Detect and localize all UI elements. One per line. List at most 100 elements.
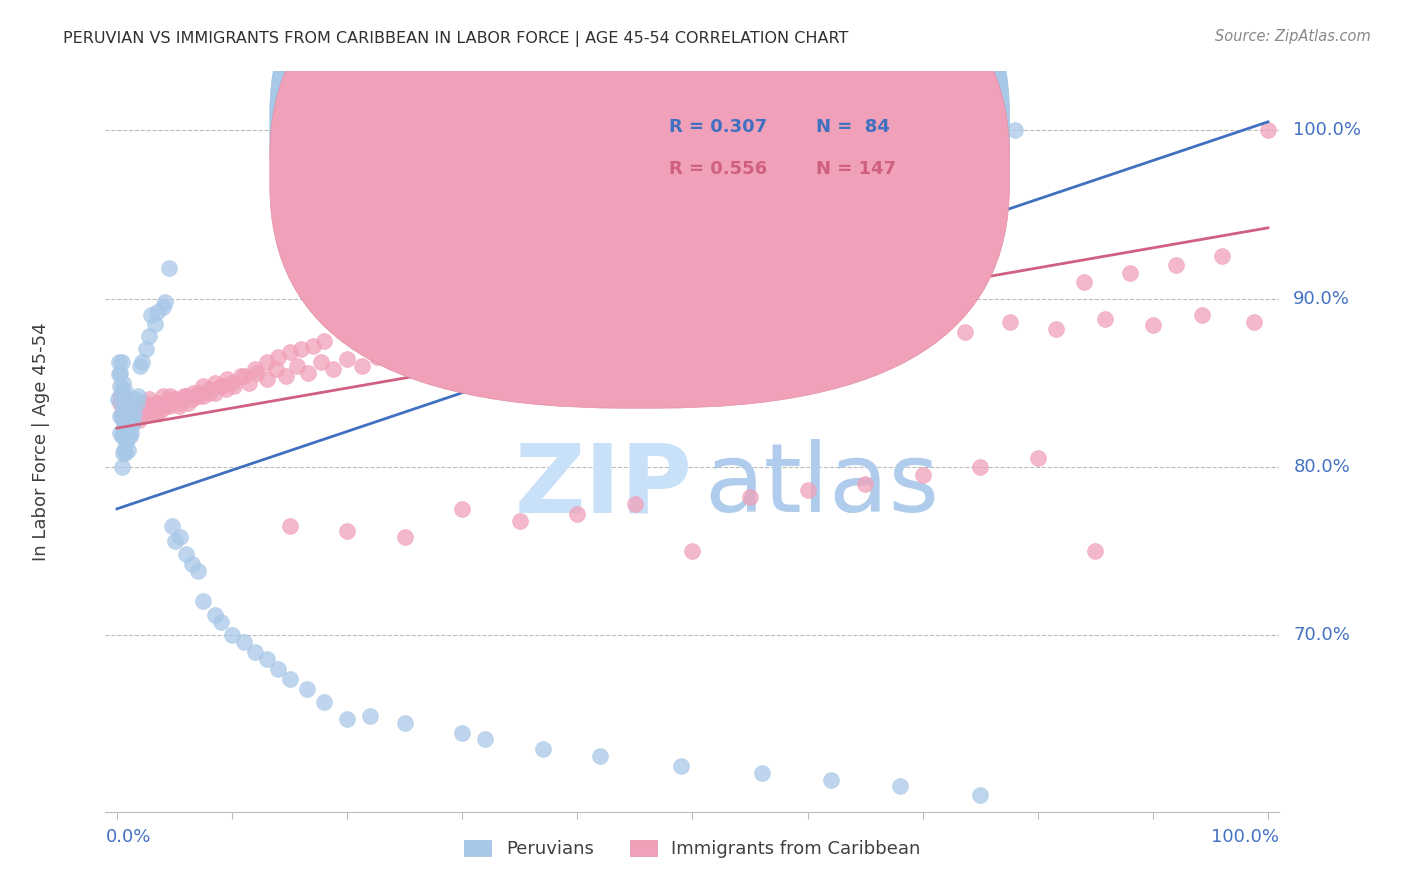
Point: [114, 429, 136, 443]
Point: [1164, 258, 1187, 272]
Point: [853, 476, 876, 491]
Point: [451, 501, 474, 516]
Point: [574, 337, 596, 351]
Text: N =  84: N = 84: [815, 118, 890, 136]
Point: [167, 399, 190, 413]
Point: [456, 351, 478, 365]
Point: [138, 328, 160, 343]
Point: [121, 399, 143, 413]
Point: [548, 345, 571, 359]
Point: [163, 392, 186, 407]
Point: [186, 389, 208, 403]
Point: [198, 383, 221, 397]
Point: [112, 406, 135, 420]
Point: [131, 355, 153, 369]
Point: [125, 396, 148, 410]
Point: [232, 368, 254, 383]
Point: [336, 524, 359, 538]
Point: [969, 788, 991, 802]
Point: [264, 362, 287, 376]
Point: [117, 409, 139, 424]
Point: [125, 399, 148, 413]
Point: [1004, 123, 1026, 137]
Point: [969, 459, 991, 474]
Point: [108, 368, 131, 382]
Point: [246, 366, 269, 380]
Text: N = 147: N = 147: [815, 160, 896, 178]
Text: 80.0%: 80.0%: [1294, 458, 1350, 475]
Point: [107, 392, 129, 407]
Point: [193, 594, 215, 608]
Point: [114, 412, 136, 426]
Point: [120, 399, 142, 413]
Point: [146, 406, 169, 420]
FancyBboxPatch shape: [600, 92, 959, 211]
Text: In Labor Force | Age 45-54: In Labor Force | Age 45-54: [32, 322, 49, 561]
Point: [112, 399, 135, 413]
Text: 90.0%: 90.0%: [1294, 290, 1350, 308]
Point: [181, 385, 204, 400]
Point: [382, 355, 405, 369]
Point: [112, 442, 135, 457]
Point: [1119, 266, 1142, 280]
Text: 70.0%: 70.0%: [1294, 626, 1350, 644]
Point: [600, 342, 623, 356]
Point: [110, 406, 132, 420]
Point: [122, 412, 145, 426]
Point: [111, 401, 134, 415]
Text: R = 0.556: R = 0.556: [669, 160, 768, 178]
Point: [111, 412, 134, 426]
Point: [110, 389, 132, 403]
Point: [232, 634, 254, 648]
Point: [129, 401, 152, 415]
Point: [276, 368, 298, 383]
Point: [309, 355, 332, 369]
Point: [209, 379, 232, 393]
Point: [669, 759, 692, 773]
Point: [110, 355, 132, 369]
Point: [141, 399, 163, 413]
Point: [141, 309, 163, 323]
Point: [1094, 311, 1116, 326]
Point: [111, 429, 134, 443]
Point: [738, 490, 761, 504]
Point: [117, 396, 139, 410]
Point: [215, 383, 238, 397]
Point: [682, 544, 704, 558]
Point: [751, 766, 773, 780]
Point: [157, 261, 180, 276]
Point: [110, 459, 132, 474]
Point: [129, 396, 152, 410]
Point: [796, 483, 818, 498]
Point: [124, 392, 146, 407]
Point: [159, 389, 181, 403]
Point: [155, 399, 177, 413]
Point: [567, 507, 589, 521]
Point: [911, 318, 934, 333]
Point: [111, 376, 134, 390]
Point: [474, 732, 496, 747]
Point: [173, 389, 195, 403]
Point: [314, 334, 336, 348]
Point: [352, 359, 374, 373]
Point: [198, 385, 221, 400]
Point: [127, 389, 149, 403]
Point: [221, 628, 243, 642]
Point: [193, 389, 215, 403]
Point: [108, 355, 131, 369]
Point: [127, 406, 149, 420]
Point: [180, 558, 202, 572]
Point: [658, 338, 681, 352]
Point: [110, 426, 132, 441]
Point: [209, 615, 232, 629]
Point: [624, 497, 647, 511]
Point: [589, 749, 612, 764]
Point: [124, 409, 146, 424]
Point: [1142, 318, 1164, 333]
Point: [155, 294, 177, 309]
Point: [117, 396, 139, 410]
Point: [114, 392, 136, 407]
Point: [110, 409, 132, 424]
Point: [186, 564, 208, 578]
Point: [209, 379, 232, 393]
